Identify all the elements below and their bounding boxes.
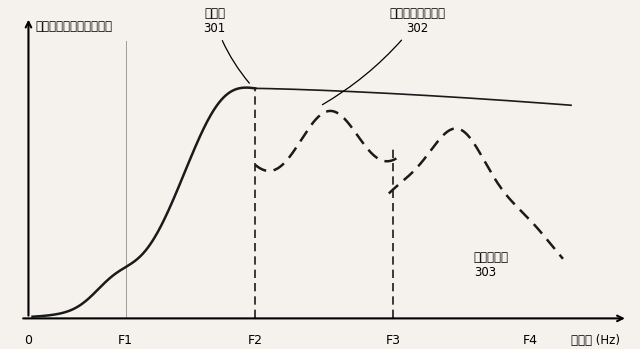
Text: F2: F2 [248, 334, 262, 347]
Text: F4: F4 [523, 334, 538, 347]
Text: 生成された高帯域
302: 生成された高帯域 302 [323, 7, 445, 105]
Text: スペクトルエンベロープ: スペクトルエンベロープ [36, 20, 113, 33]
Text: 元の高帯域
303: 元の高帯域 303 [474, 251, 509, 279]
Text: 低帯域
301: 低帯域 301 [204, 7, 250, 83]
Text: F3: F3 [385, 334, 401, 347]
Text: 0: 0 [24, 334, 33, 347]
Text: F1: F1 [118, 334, 133, 347]
Text: 周波数 (Hz): 周波数 (Hz) [571, 334, 620, 347]
